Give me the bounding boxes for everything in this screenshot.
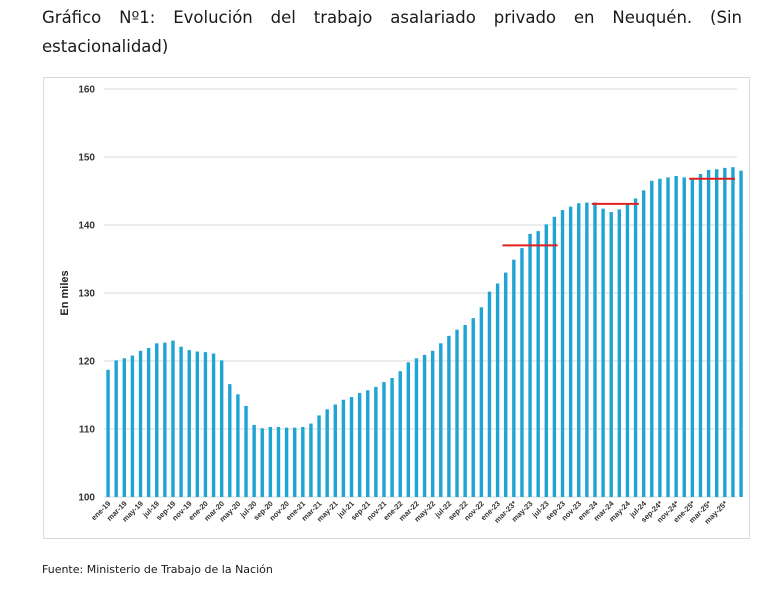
bar-jul-20 (252, 424, 256, 497)
bar-dic-20 (293, 427, 297, 497)
bar-abr-25 (715, 169, 719, 497)
bar-oct-19 (179, 346, 183, 497)
bar-dic-24 (682, 177, 686, 497)
bar-may-19 (138, 350, 143, 497)
bar-feb-22 (406, 362, 411, 497)
bar-feb-20 (211, 353, 216, 497)
bar-nov-22 (479, 307, 484, 497)
y-tick-label: 110 (79, 425, 96, 436)
bar-ene-20 (203, 352, 208, 497)
bar-feb-21 (309, 423, 313, 497)
bar-jun-23 (536, 231, 540, 497)
bar-oct-23 (568, 206, 573, 497)
chart-container: 100 110 120 130 140 150 160 En miles ene-19 mar-1… (43, 77, 750, 539)
bar-ago-23 (552, 216, 557, 497)
bar-ene-19 (106, 369, 110, 497)
bar-nov-24 (674, 176, 678, 497)
bar-oct-20 (276, 426, 281, 497)
y-axis-label: En miles (59, 270, 71, 315)
chart-title: Gráfico Nº1: Evolución del trabajo asala… (42, 8, 742, 56)
bar-ago-24 (650, 180, 654, 498)
bar-oct-24 (666, 177, 670, 497)
bar-sep-24 (658, 178, 662, 497)
bar-may-21 (333, 404, 337, 497)
bar-sep-22 (463, 324, 467, 497)
bar-mar-22 (414, 358, 419, 497)
bar-jul-19 (155, 343, 159, 497)
bar-ago-22 (455, 329, 459, 497)
bar-mar-20 (219, 360, 224, 497)
bar-may-25 (723, 167, 727, 497)
bar-feb-25 (698, 174, 703, 497)
bar-feb-19 (114, 360, 118, 497)
bar-undefined (739, 170, 743, 497)
bar-may-23 (528, 233, 532, 497)
bar-sep-19 (171, 340, 175, 497)
bar-abr-19 (130, 355, 135, 497)
bar-jun-22 (439, 343, 443, 497)
bar-ago-19 (163, 342, 167, 497)
y-tick-label: 140 (78, 221, 95, 232)
y-tick-label: 130 (78, 289, 95, 300)
bar-sep-21 (366, 390, 370, 497)
bar-ene-25 (690, 178, 695, 497)
bar-abr-20 (228, 384, 232, 497)
bar-mar-24 (609, 212, 613, 497)
bar-sep-23 (560, 210, 565, 498)
bar-ago-20 (260, 428, 264, 497)
bar-feb-23 (504, 272, 508, 497)
y-tick-label: 100 (78, 493, 95, 504)
bar-mar-25 (706, 169, 711, 498)
bar-jun-19 (146, 348, 151, 497)
source-note: Fuente: Ministerio de Trabajo de la Naci… (42, 563, 273, 576)
bar-ene-22 (398, 371, 402, 497)
bar-dic-21 (390, 378, 394, 497)
bar-jul-23 (544, 224, 548, 497)
bar-nov-19 (187, 350, 191, 497)
bar-may-22 (430, 350, 435, 497)
bar-jun-21 (341, 399, 346, 497)
bar-oct-22 (471, 318, 475, 497)
bar-mar-23 (512, 259, 516, 497)
bar-oct-21 (374, 386, 378, 497)
y-tick-label: 150 (78, 153, 95, 164)
bar-ene-21 (301, 426, 305, 497)
bar-jun-25 (731, 167, 735, 497)
bar-ene-24 (593, 202, 597, 497)
bar-sep-20 (268, 426, 273, 497)
bar-ago-21 (357, 392, 362, 497)
bar-jul-22 (447, 335, 451, 497)
bar-nov-20 (284, 427, 289, 497)
bar-abr-22 (422, 354, 427, 497)
bar-jul-21 (349, 397, 354, 497)
y-tick-label: 120 (78, 357, 95, 368)
bar-jun-20 (244, 405, 248, 497)
bar-dic-22 (487, 291, 492, 497)
bar-ene-23 (495, 283, 500, 497)
bar-jul-24 (641, 190, 646, 497)
bar-mar-21 (317, 415, 321, 497)
bar-abr-23 (520, 248, 524, 497)
bar-may-20 (236, 394, 240, 497)
bar-feb-24 (601, 208, 605, 497)
bar-may-24 (625, 203, 630, 497)
y-tick-label: 160 (78, 85, 95, 96)
bar-abr-24 (617, 209, 622, 498)
bar-mar-19 (122, 358, 126, 497)
bar-jun-24 (633, 198, 638, 497)
bar-abr-21 (325, 409, 329, 497)
bar-dic-23 (585, 202, 589, 497)
bar-nov-21 (382, 382, 386, 497)
bar-dic-19 (195, 351, 200, 497)
bar-nov-23 (577, 203, 581, 497)
